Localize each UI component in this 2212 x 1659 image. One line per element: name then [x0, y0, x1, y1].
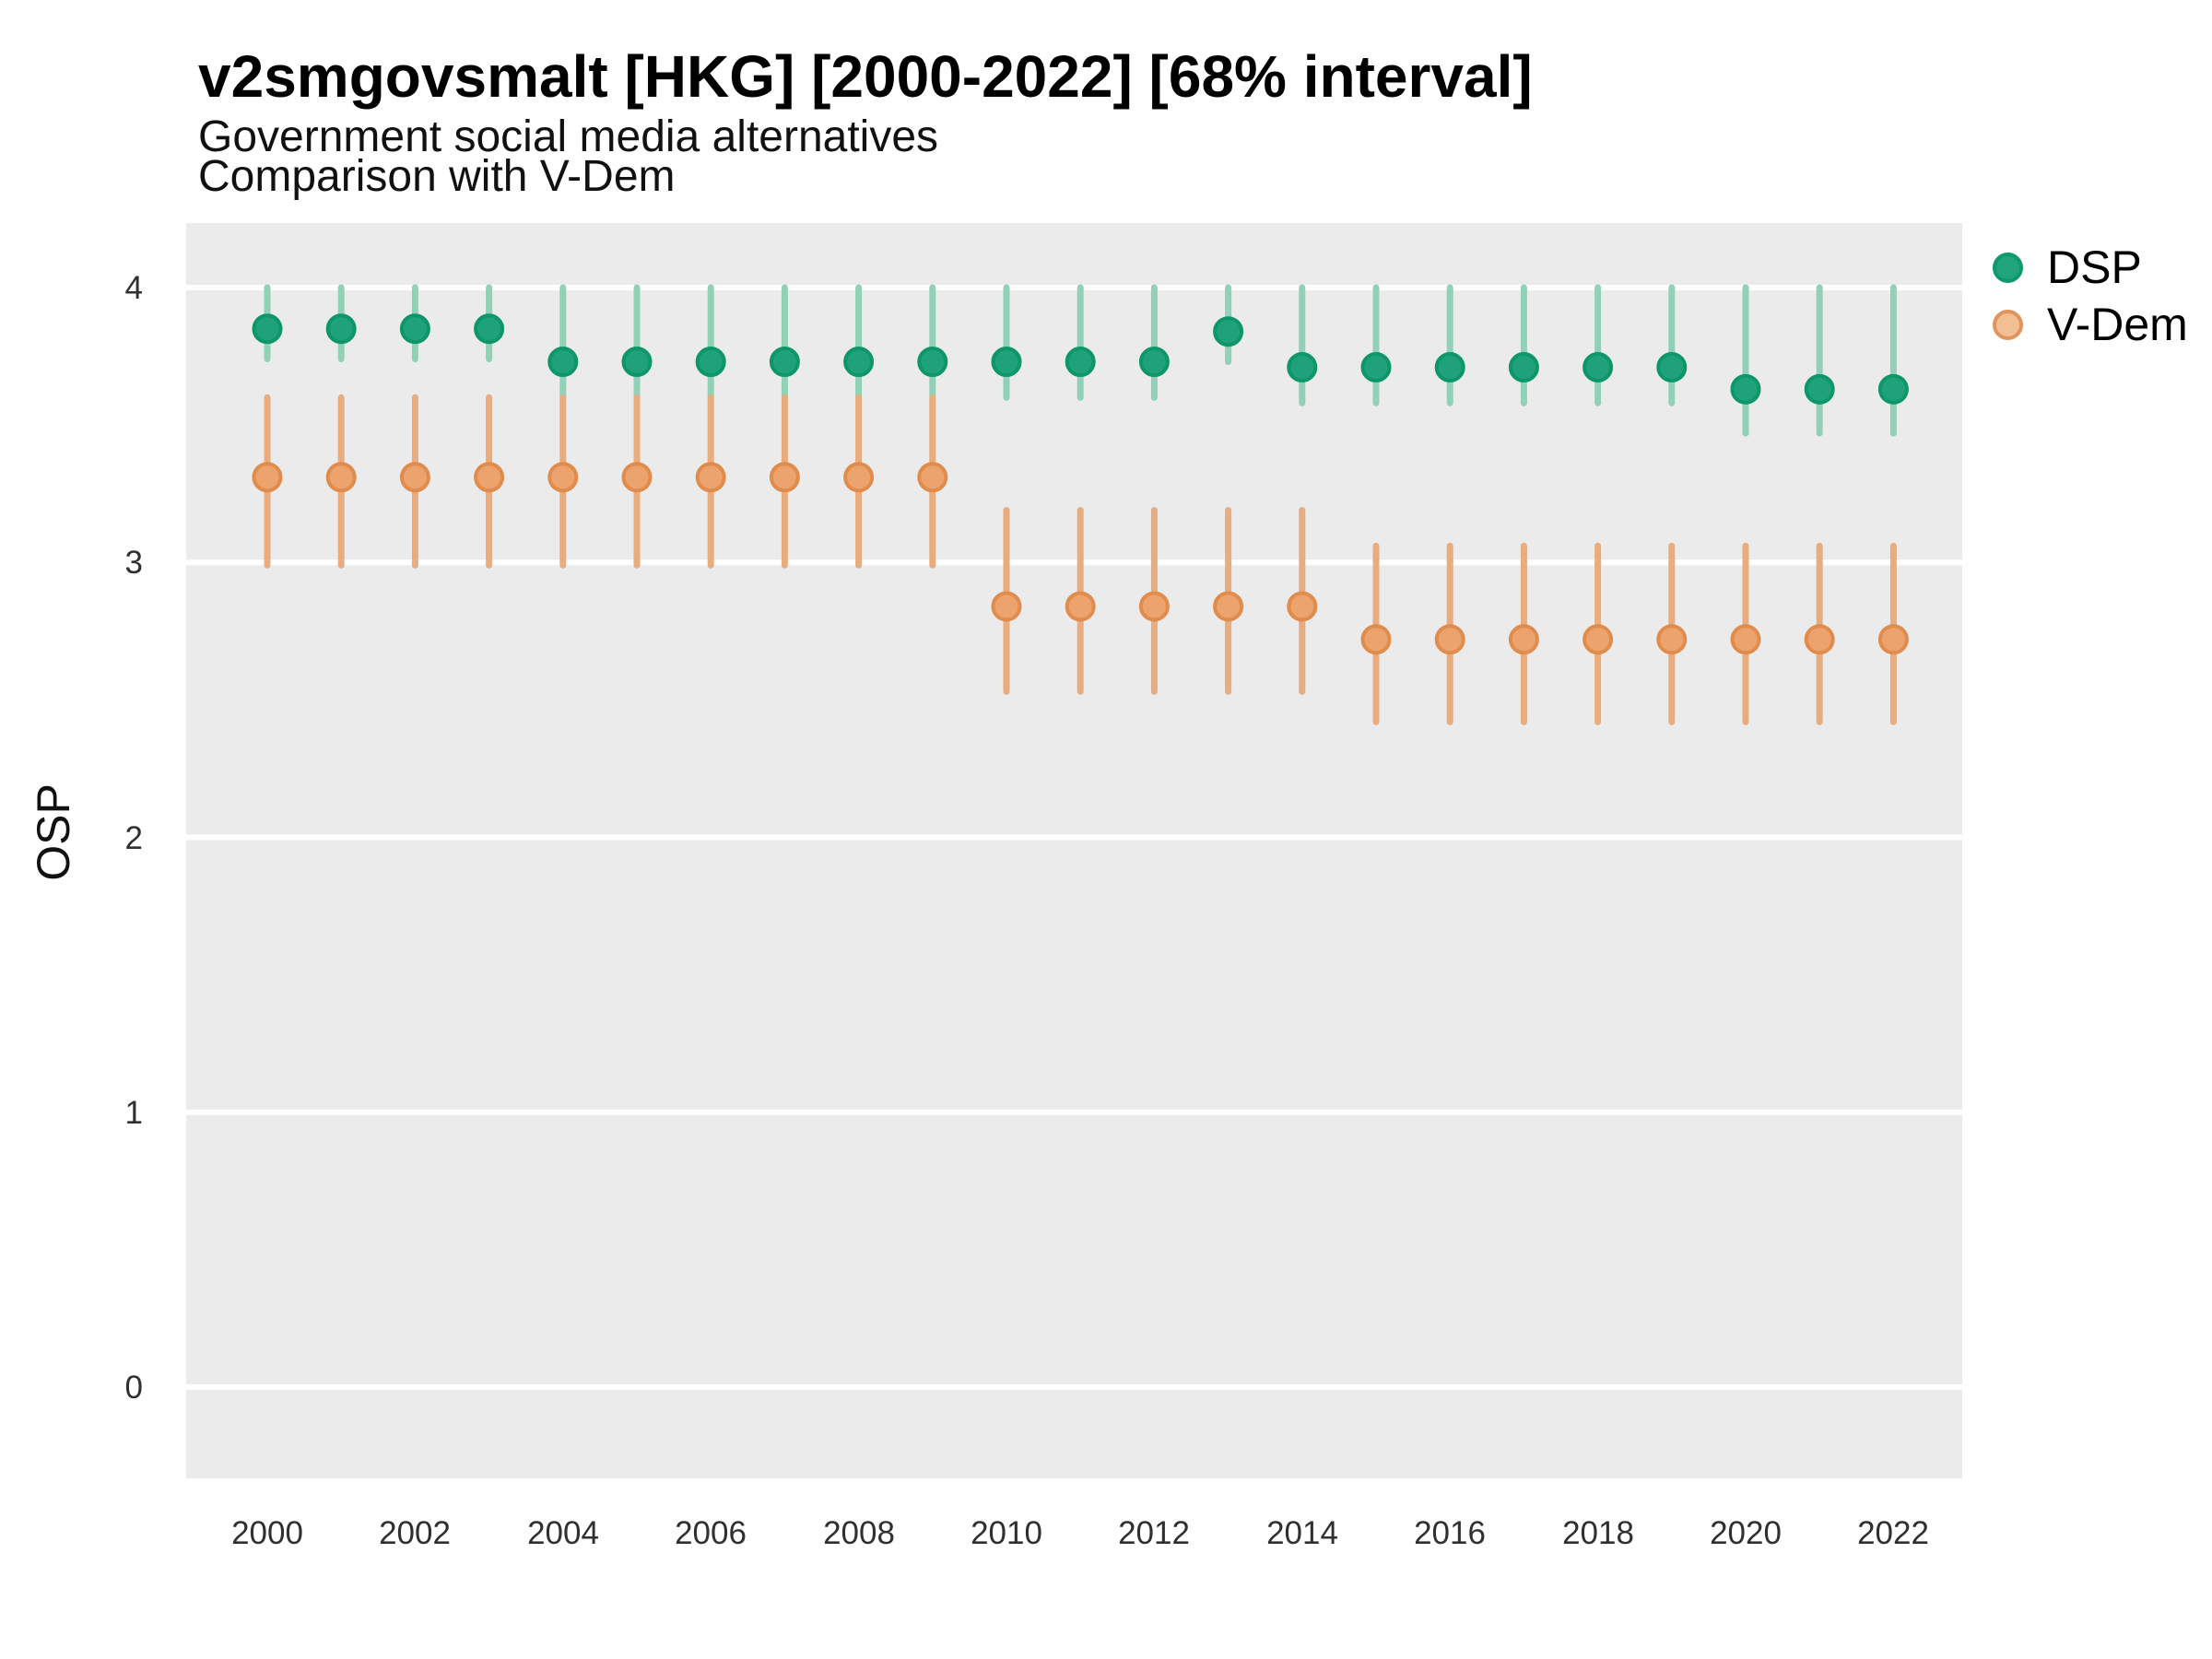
- x-tick-label-2004: 2004: [527, 1515, 599, 1551]
- y-tick-label-2: 2: [124, 820, 143, 856]
- dsp-point-2016: [1434, 351, 1465, 382]
- dsp-point-2014: [1287, 351, 1318, 382]
- x-tick-label-2000: 2000: [231, 1515, 303, 1551]
- vdem-point-2005: [621, 462, 653, 493]
- dsp-point-2011: [1065, 347, 1096, 378]
- dsp-point-2001: [325, 313, 357, 345]
- dsp-point-2009: [917, 347, 948, 378]
- vdem-point-2002: [399, 462, 430, 493]
- dsp-point-2006: [695, 347, 726, 378]
- legend-item-dsp: DSP: [1993, 241, 2188, 293]
- dsp-point-2022: [1877, 373, 1909, 405]
- y-tick-label-3: 3: [124, 545, 143, 581]
- legend-label-vdem: V-Dem: [2047, 299, 2188, 350]
- vdem-point-2010: [991, 591, 1022, 622]
- vdem-point-2008: [843, 462, 875, 493]
- dsp-legend-dot-icon: [1993, 252, 2023, 283]
- dsp-point-2012: [1138, 347, 1170, 378]
- dsp-point-2019: [1656, 351, 1688, 382]
- x-tick-label-2014: 2014: [1266, 1515, 1338, 1551]
- dsp-point-2021: [1804, 373, 1835, 405]
- x-tick-label-2008: 2008: [823, 1515, 895, 1551]
- vdem-point-2007: [769, 462, 800, 493]
- dsp-point-2020: [1730, 373, 1761, 405]
- chart-subtitle-2: Comparison with V-Dem: [198, 152, 676, 201]
- x-tick-label-2006: 2006: [675, 1515, 747, 1551]
- x-tick-label-2002: 2002: [379, 1515, 451, 1551]
- dsp-point-2000: [252, 313, 283, 345]
- x-tick-label-2018: 2018: [1562, 1515, 1634, 1551]
- dsp-point-2017: [1508, 351, 1539, 382]
- dsp-point-2015: [1360, 351, 1392, 382]
- vdem-point-2013: [1213, 591, 1244, 622]
- vdem-legend-dot-icon: [1993, 309, 2023, 340]
- dsp-point-2004: [547, 347, 579, 378]
- vdem-point-2022: [1877, 624, 1909, 655]
- legend-label-dsp: DSP: [2047, 241, 2142, 293]
- x-tick-label-2020: 2020: [1710, 1515, 1782, 1551]
- dsp-point-2018: [1583, 351, 1614, 382]
- dsp-point-2013: [1213, 316, 1244, 347]
- panel-background: [186, 223, 1962, 1478]
- vdem-point-2011: [1065, 591, 1096, 622]
- dsp-point-2007: [769, 347, 800, 378]
- vdem-point-2006: [695, 462, 726, 493]
- vdem-point-2014: [1287, 591, 1318, 622]
- vdem-point-2018: [1583, 624, 1614, 655]
- y-tick-label-4: 4: [124, 270, 143, 306]
- vdem-point-2015: [1360, 624, 1392, 655]
- vdem-point-2020: [1730, 624, 1761, 655]
- dsp-point-2005: [621, 347, 653, 378]
- x-tick-label-2010: 2010: [971, 1515, 1042, 1551]
- x-tick-label-2022: 2022: [1857, 1515, 1929, 1551]
- legend-item-vdem: V-Dem: [1993, 299, 2188, 350]
- vdem-point-2016: [1434, 624, 1465, 655]
- vdem-point-2003: [474, 462, 505, 493]
- vdem-point-2009: [917, 462, 948, 493]
- dsp-point-2008: [843, 347, 875, 378]
- vdem-point-2001: [325, 462, 357, 493]
- vdem-point-2000: [252, 462, 283, 493]
- dsp-point-2003: [474, 313, 505, 345]
- vdem-point-2021: [1804, 624, 1835, 655]
- vdem-point-2017: [1508, 624, 1539, 655]
- vdem-point-2019: [1656, 624, 1688, 655]
- chart-title: v2smgovsmalt [HKG] [2000-2022] [68% inte…: [198, 43, 1533, 110]
- y-tick-label-0: 0: [124, 1370, 143, 1406]
- y-tick-label-1: 1: [124, 1095, 143, 1131]
- dsp-point-2002: [399, 313, 430, 345]
- chart-subtitle-1: Government social media alternatives: [198, 112, 939, 161]
- legend: DSP V-Dem: [1993, 241, 2188, 350]
- dsp-point-2010: [991, 347, 1022, 378]
- x-tick-label-2012: 2012: [1118, 1515, 1190, 1551]
- vdem-point-2004: [547, 462, 579, 493]
- vdem-point-2012: [1138, 591, 1170, 622]
- x-tick-label-2016: 2016: [1414, 1515, 1486, 1551]
